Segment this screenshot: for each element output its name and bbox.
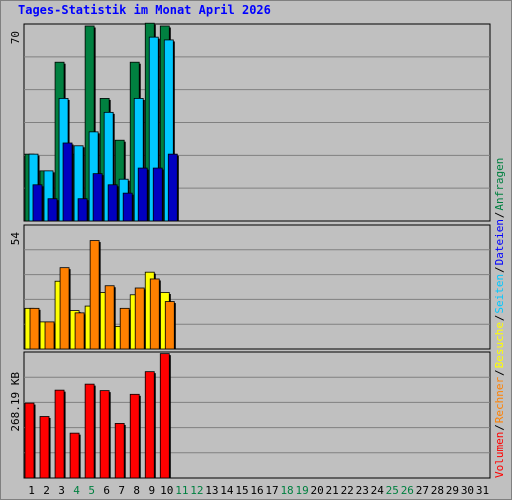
bar-dateien-day-1 xyxy=(32,184,43,222)
x-tick-label: 7 xyxy=(118,484,125,497)
visits-panel: 54 xyxy=(9,224,491,350)
legend-separator: / xyxy=(493,212,506,219)
bar-volumen-day-3 xyxy=(54,389,65,479)
x-axis: 1 2 3 4 5 6 7 8 9 10 11 12 13 14 15 16 17 18 19 20 21 22 23 24 2… xyxy=(28,484,489,497)
bar-volumen-day-5 xyxy=(84,383,95,479)
legend-item-dateien: Dateien xyxy=(493,219,506,265)
bar-rechner-day-10 xyxy=(164,301,175,350)
x-tick-label: 21 xyxy=(326,484,339,497)
volume-panel: 268.19 KB xyxy=(9,351,491,479)
x-tick-label: 17 xyxy=(265,484,278,497)
legend-item-anfragen: Anfragen xyxy=(493,158,506,211)
x-tick-label: 1 xyxy=(28,484,35,497)
legend-item-seiten: Seiten xyxy=(493,274,506,314)
bar-rechner-day-9 xyxy=(149,278,160,350)
bar-rechner-day-7 xyxy=(119,307,130,350)
y-axis-max-label: 268.19 KB xyxy=(9,372,22,432)
bar-rechner-day-3 xyxy=(59,267,70,350)
x-tick-label: 18 xyxy=(280,484,293,497)
bar-rechner-day-1 xyxy=(29,307,40,350)
x-tick-label: 23 xyxy=(356,484,369,497)
bar-dateien-day-8 xyxy=(137,167,148,222)
bar-rechner-day-5 xyxy=(89,240,100,350)
legend-item-besuche: Besuche xyxy=(493,322,506,368)
bar-rechner-day-8 xyxy=(134,287,145,350)
requests-panel: 70 xyxy=(9,22,491,222)
x-tick-label: 5 xyxy=(88,484,95,497)
bar-volumen-day-6 xyxy=(99,390,110,479)
x-tick-label: 2 xyxy=(43,484,50,497)
y-axis-max-label: 70 xyxy=(9,31,22,44)
bar-dateien-day-5 xyxy=(92,173,103,222)
bar-volumen-day-8 xyxy=(129,393,140,479)
legend-separator: / xyxy=(493,266,506,273)
bar-volumen-day-7 xyxy=(114,423,125,479)
legend-separator: / xyxy=(493,315,506,322)
bar-dateien-day-4 xyxy=(77,198,88,222)
y-axis-max-label: 54 xyxy=(9,232,22,246)
x-tick-label: 14 xyxy=(220,484,234,497)
x-tick-label: 19 xyxy=(295,484,308,497)
x-tick-label: 11 xyxy=(175,484,188,497)
chart-title: Tages-Statistik im Monat April 2026 xyxy=(18,3,271,17)
x-tick-label: 22 xyxy=(341,484,354,497)
bar-dateien-day-7 xyxy=(122,192,133,222)
x-tick-label: 30 xyxy=(461,484,474,497)
x-tick-label: 31 xyxy=(476,484,489,497)
bar-volumen-day-4 xyxy=(69,432,80,479)
x-tick-label: 27 xyxy=(416,484,429,497)
bar-dateien-day-6 xyxy=(107,184,118,222)
x-tick-label: 16 xyxy=(250,484,263,497)
bar-volumen-day-9 xyxy=(144,371,155,479)
legend-separator: / xyxy=(493,369,506,376)
x-tick-label: 15 xyxy=(235,484,248,497)
x-tick-label: 3 xyxy=(58,484,65,497)
x-tick-label: 13 xyxy=(205,484,218,497)
x-tick-label: 29 xyxy=(446,484,459,497)
bar-dateien-day-10 xyxy=(167,153,178,222)
legend: Volumen/Rechner/Besuche/Seiten/Dateien/A… xyxy=(493,158,506,478)
bar-volumen-day-10 xyxy=(159,353,170,479)
legend-item-volumen: Volumen xyxy=(493,432,506,478)
legend-separator: / xyxy=(493,424,506,431)
x-tick-label: 28 xyxy=(431,484,444,497)
bar-rechner-day-6 xyxy=(104,285,115,350)
x-tick-label: 9 xyxy=(148,484,155,497)
x-tick-label: 10 xyxy=(160,484,173,497)
x-tick-label: 26 xyxy=(401,484,414,497)
x-tick-label: 25 xyxy=(386,484,399,497)
x-tick-label: 24 xyxy=(371,484,385,497)
x-tick-label: 8 xyxy=(133,484,140,497)
bar-dateien-day-3 xyxy=(62,142,73,222)
x-tick-label: 12 xyxy=(190,484,203,497)
bar-volumen-day-2 xyxy=(39,416,50,479)
bar-dateien-day-2 xyxy=(47,198,58,222)
x-tick-label: 6 xyxy=(103,484,110,497)
x-tick-label: 20 xyxy=(311,484,324,497)
bar-dateien-day-9 xyxy=(152,167,163,222)
bar-rechner-day-2 xyxy=(44,321,55,350)
bar-rechner-day-4 xyxy=(74,312,85,350)
bar-volumen-day-1 xyxy=(24,402,35,479)
x-tick-label: 4 xyxy=(73,484,80,497)
legend-item-rechner: Rechner xyxy=(493,376,506,423)
